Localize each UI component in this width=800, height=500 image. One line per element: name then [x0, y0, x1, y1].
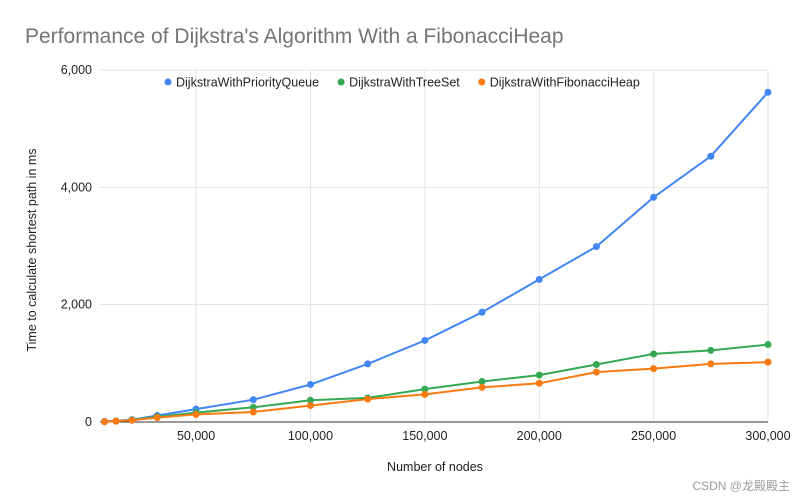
legend[interactable]: DijkstraWithPriorityQueue DijkstraWithTre… [164, 76, 640, 90]
x-tick-label: 50,000 [177, 429, 215, 443]
data-point [764, 341, 772, 349]
y-tick-label: 4,000 [61, 180, 92, 194]
series-line [103, 91, 769, 423]
watermark-text: CSDN @龙殿殿主 [692, 479, 790, 493]
x-tick-label: 100,000 [288, 429, 333, 443]
data-point [535, 379, 543, 387]
x-tick-label: 300,000 [745, 429, 790, 443]
legend-item[interactable]: DijkstraWithFibonacciHeap [478, 76, 640, 90]
data-point [421, 390, 429, 398]
data-point [707, 360, 715, 368]
data-point [112, 417, 120, 425]
data-point [764, 88, 772, 96]
series-DijkstraWithFibonacciHeap [101, 358, 772, 426]
chart-title: Performance of Dijkstra's Algorithm With… [25, 25, 564, 48]
data-point [364, 395, 372, 403]
data-point [535, 275, 543, 283]
legend-marker [478, 78, 486, 86]
data-point [478, 308, 486, 316]
legend-label: DijkstraWithFibonacciHeap [490, 76, 640, 90]
legend-label: DijkstraWithTreeSet [349, 76, 460, 90]
data-point [249, 408, 257, 416]
data-point [592, 368, 600, 376]
data-point [650, 365, 658, 373]
x-tick-label: 200,000 [517, 429, 562, 443]
data-point [707, 346, 715, 354]
data-point [421, 336, 429, 344]
data-point [306, 402, 314, 410]
data-point [592, 243, 600, 251]
series-DijkstraWithTreeSet [101, 341, 772, 426]
y-tick-label: 6,000 [61, 63, 92, 77]
y-tick-label: 2,000 [61, 298, 92, 312]
data-point [306, 396, 314, 404]
gridlines [100, 69, 769, 422]
data-point [153, 414, 161, 422]
data-point [364, 360, 372, 368]
series-line [103, 343, 769, 423]
data-point [650, 350, 658, 358]
legend-item[interactable]: DijkstraWithTreeSet [337, 76, 461, 90]
series-DijkstraWithPriorityQueue [101, 88, 772, 425]
y-axis-title: Time to calculate shortest path in ms [25, 148, 39, 351]
legend-label: DijkstraWithPriorityQueue [176, 76, 319, 90]
legend-item[interactable]: DijkstraWithPriorityQueue [164, 76, 320, 90]
x-tick-label: 250,000 [631, 429, 676, 443]
data-point [192, 410, 200, 418]
data-point [478, 378, 486, 386]
data-point [650, 193, 658, 201]
legend-marker [337, 78, 345, 86]
data-point [764, 358, 772, 366]
legend-marker [164, 78, 172, 86]
x-tick-label: 150,000 [402, 429, 447, 443]
data-point [101, 418, 109, 426]
data-point [249, 396, 257, 404]
data-point [421, 385, 429, 393]
x-axis-title: Number of nodes [387, 460, 483, 474]
y-tick-label: 0 [85, 415, 92, 429]
data-point [592, 361, 600, 369]
data-point [128, 416, 136, 424]
data-point [478, 383, 486, 391]
data-point [707, 152, 715, 160]
data-point [535, 371, 543, 379]
axes: 0 2,000 4,000 6,000 50,000 100,000 150,000 200,… [61, 63, 791, 443]
series [101, 88, 772, 426]
data-point [306, 380, 314, 388]
